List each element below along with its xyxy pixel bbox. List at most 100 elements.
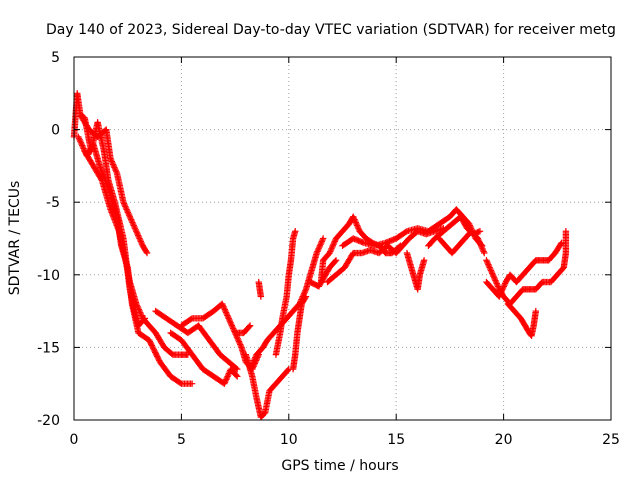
data-point xyxy=(143,249,151,257)
data-point xyxy=(129,219,136,226)
data-point xyxy=(284,367,292,374)
data-point xyxy=(496,291,504,299)
data-point xyxy=(319,235,327,242)
data-point xyxy=(77,138,84,145)
data-point xyxy=(302,287,309,294)
data-point xyxy=(135,232,142,239)
data-point xyxy=(138,312,145,319)
data-point xyxy=(487,267,495,274)
data-point xyxy=(475,236,482,244)
data-point xyxy=(111,164,118,171)
data-point xyxy=(319,236,326,244)
data-point xyxy=(131,223,138,231)
data-point xyxy=(225,371,232,379)
data-point xyxy=(499,286,506,293)
data-point xyxy=(477,241,484,248)
data-point xyxy=(484,259,491,267)
data-point xyxy=(329,242,337,249)
data-point xyxy=(133,300,140,308)
data-point xyxy=(127,216,135,223)
data-point xyxy=(485,262,493,270)
data-point xyxy=(332,257,340,264)
data-point xyxy=(498,289,505,296)
data-point xyxy=(350,213,357,220)
data-point xyxy=(351,217,359,225)
data-point xyxy=(225,315,232,322)
data-point xyxy=(478,244,485,251)
data-point xyxy=(497,290,504,297)
data-point xyxy=(220,304,228,312)
data-point xyxy=(111,165,119,173)
data-point xyxy=(475,238,483,245)
data-point xyxy=(136,235,143,242)
chart-title: Day 140 of 2023, Sidereal Day-to-day VTE… xyxy=(46,22,616,38)
data-point xyxy=(489,270,496,277)
data-points xyxy=(70,90,570,421)
data-point xyxy=(137,238,145,245)
data-point xyxy=(328,245,335,252)
data-point xyxy=(250,357,258,364)
data-point xyxy=(501,281,508,289)
data-point xyxy=(137,310,145,318)
data-point xyxy=(219,302,227,309)
data-point xyxy=(248,361,256,369)
data-point xyxy=(354,223,361,231)
data-point xyxy=(237,341,244,348)
data-point xyxy=(134,230,141,238)
data-point xyxy=(227,319,234,326)
data-point xyxy=(224,313,232,321)
data-point xyxy=(313,249,320,257)
x-tick-label: 0 xyxy=(70,432,79,448)
data-point xyxy=(318,239,325,247)
data-point xyxy=(491,275,498,283)
data-point xyxy=(353,220,360,228)
data-point xyxy=(223,376,230,383)
data-point xyxy=(130,222,137,229)
y-tick-label: -20 xyxy=(37,413,60,429)
data-point xyxy=(228,320,235,328)
y-tick-label: 0 xyxy=(51,123,60,139)
data-point xyxy=(223,310,230,318)
data-point xyxy=(483,257,490,264)
data-point xyxy=(330,241,337,248)
data-point xyxy=(251,355,258,363)
data-point xyxy=(135,306,143,313)
data-point xyxy=(494,281,501,289)
data-point xyxy=(316,242,324,249)
data-point xyxy=(229,325,237,332)
data-point xyxy=(80,145,87,152)
data-point xyxy=(237,342,245,350)
data-point xyxy=(123,206,130,213)
data-point xyxy=(330,239,338,247)
data-point xyxy=(492,278,500,286)
data-point xyxy=(122,204,130,212)
data-point xyxy=(496,293,503,300)
y-tick-label: -15 xyxy=(37,340,60,356)
data-point xyxy=(302,294,309,301)
plot-frame xyxy=(73,56,612,421)
data-point xyxy=(292,228,299,235)
data-point xyxy=(75,135,83,142)
data-point xyxy=(493,280,500,287)
data-point xyxy=(75,133,82,141)
data-point xyxy=(79,142,86,149)
data-point xyxy=(126,212,133,219)
data-point xyxy=(221,379,229,386)
data-point xyxy=(110,162,117,170)
axis-ticks: 0 5 10 15 20 25 5 0 -5 -10 -15 -20 xyxy=(37,50,620,448)
data-point xyxy=(136,307,143,315)
data-point xyxy=(476,239,483,247)
data-point xyxy=(479,245,486,252)
data-point xyxy=(352,219,360,226)
data-point xyxy=(353,222,361,229)
data-point xyxy=(132,226,139,233)
data-point xyxy=(125,210,132,218)
data-point xyxy=(557,240,564,248)
data-point xyxy=(97,175,105,183)
data-point xyxy=(490,274,498,281)
data-point xyxy=(486,264,493,271)
data-point xyxy=(136,309,144,316)
data-point xyxy=(138,239,145,247)
data-point xyxy=(351,216,358,223)
x-axis-label: GPS time / hours xyxy=(281,458,398,474)
